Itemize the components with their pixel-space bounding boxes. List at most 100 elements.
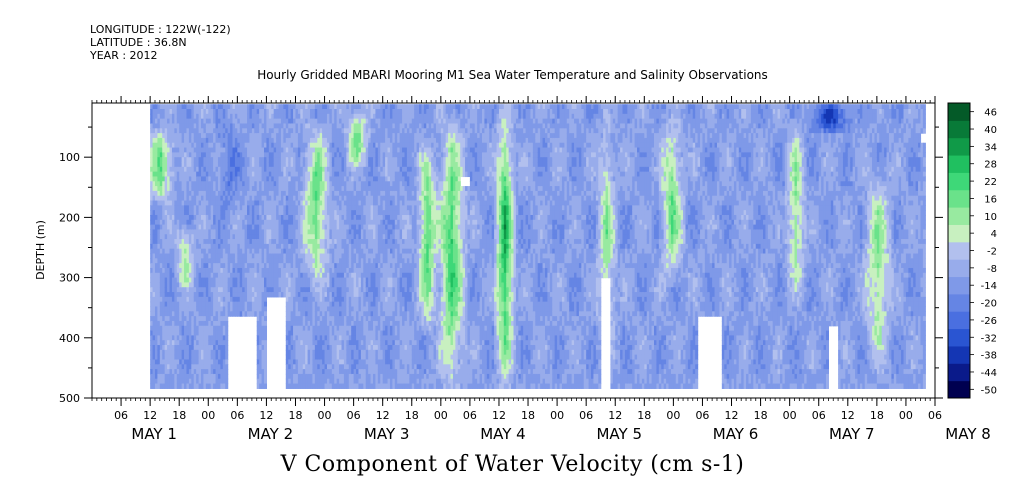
heatmap-cell	[259, 195, 263, 202]
heatmap-cell	[230, 190, 234, 197]
heatmap-cell	[154, 147, 158, 153]
heatmap-cell	[263, 349, 268, 356]
heatmap-cell	[150, 359, 154, 365]
heatmap-cell	[242, 219, 246, 226]
heatmap-cell	[220, 190, 224, 197]
heatmap-cell	[169, 369, 173, 375]
heatmap-cell	[167, 147, 171, 153]
heatmap-cell	[154, 335, 158, 341]
heatmap-cell	[220, 292, 224, 298]
heatmap-cell	[157, 253, 161, 259]
heatmap-cell	[157, 306, 161, 312]
heatmap-cell	[174, 195, 178, 202]
heatmap-cell	[220, 354, 224, 361]
heatmap-cell	[220, 229, 224, 235]
heatmap-cell	[205, 200, 209, 206]
heatmap-cell	[263, 292, 268, 298]
heatmap-cell	[184, 311, 188, 317]
heatmap-cell	[234, 190, 238, 197]
heatmap-cell	[263, 118, 268, 125]
heatmap-cell	[186, 320, 190, 327]
heatmap-cell	[256, 320, 260, 327]
heatmap-cell	[271, 109, 275, 115]
heatmap-cell	[157, 272, 161, 279]
heatmap-cell	[261, 229, 265, 235]
heatmap-cell	[162, 263, 166, 269]
heatmap-cell	[203, 128, 207, 134]
heatmap-cell	[234, 195, 238, 202]
heatmap-cell	[213, 349, 217, 356]
heatmap-cell	[232, 123, 236, 129]
heatmap-cell	[198, 176, 202, 182]
heatmap-cell	[222, 330, 226, 336]
heatmap-cell	[203, 219, 207, 226]
heatmap-cell	[237, 277, 241, 284]
heatmap-cell	[157, 113, 161, 120]
heatmap-cell	[164, 373, 168, 380]
heatmap-cell	[169, 330, 173, 336]
heatmap-cell	[266, 133, 270, 139]
heatmap-cell	[217, 234, 221, 240]
heatmap-cell	[222, 118, 226, 125]
heatmap-cell	[215, 181, 219, 187]
heatmap-cell	[174, 248, 178, 255]
heatmap-cell	[191, 311, 195, 317]
heatmap-cell	[159, 157, 163, 163]
heatmap-cell	[225, 190, 229, 197]
heatmap-cell	[232, 253, 236, 259]
heatmap-cell	[259, 364, 263, 370]
heatmap-cell	[181, 190, 185, 197]
heatmap-cell	[174, 349, 178, 356]
heatmap-cell	[227, 272, 231, 279]
heatmap-cell	[220, 157, 224, 163]
heatmap-cell	[198, 345, 202, 351]
heatmap-cell	[268, 272, 272, 279]
heatmap-cell	[181, 301, 185, 308]
heatmap-cell	[203, 166, 207, 173]
heatmap-cell	[201, 253, 205, 259]
heatmap-cell	[184, 243, 188, 250]
heatmap-cell	[186, 378, 190, 385]
heatmap-cell	[239, 253, 243, 259]
heatmap-cell	[174, 258, 178, 264]
heatmap-cell	[230, 292, 234, 298]
heatmap-cell	[164, 335, 168, 341]
heatmap-cell	[261, 287, 265, 293]
heatmap-cell	[220, 349, 224, 356]
heatmap-cell	[210, 186, 214, 192]
heatmap-cell	[263, 306, 268, 312]
heatmap-cell	[273, 142, 277, 149]
heatmap-cell	[150, 113, 154, 120]
heatmap-cell	[208, 349, 212, 356]
heatmap-cell	[234, 166, 238, 173]
heatmap-cell	[266, 142, 270, 149]
heatmap-cell	[273, 147, 277, 153]
heatmap-cell	[179, 340, 183, 346]
heatmap-cell	[186, 263, 190, 269]
heatmap-cell	[201, 137, 205, 144]
heatmap-cell	[239, 171, 243, 178]
heatmap-cell	[184, 272, 188, 279]
heatmap-cell	[169, 340, 173, 346]
heatmap-cell	[259, 128, 263, 134]
heatmap-cell	[179, 234, 183, 240]
heatmap-cell	[227, 162, 231, 168]
heatmap-cell	[263, 104, 268, 110]
heatmap-cell	[181, 349, 185, 356]
heatmap-cell	[174, 345, 178, 351]
heatmap-cell	[271, 162, 275, 168]
heatmap-cell	[167, 364, 171, 370]
heatmap-cell	[157, 383, 161, 389]
heatmap-cell	[256, 258, 260, 264]
heatmap-cell	[154, 320, 158, 327]
heatmap-cell	[154, 142, 158, 149]
heatmap-cell	[205, 263, 209, 269]
heatmap-cell	[217, 210, 221, 216]
heatmap-cell	[227, 123, 231, 129]
heatmap-cell	[263, 181, 268, 187]
heatmap-cell	[263, 330, 268, 336]
heatmap-cell	[152, 109, 156, 115]
heatmap-cell	[181, 104, 185, 110]
heatmap-cell	[254, 118, 258, 125]
heatmap-cell	[256, 157, 260, 163]
